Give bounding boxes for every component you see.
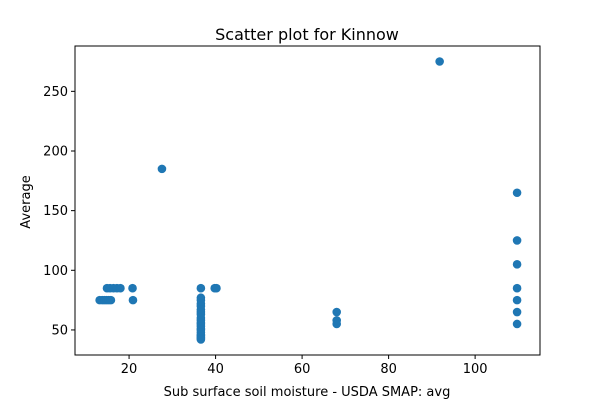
data-point [512,319,522,329]
plot-frame [74,45,541,356]
x-tick-label: 100 [463,362,488,377]
y-tick-label: 50 [51,323,68,338]
y-axis-label: Average [19,175,34,228]
data-point [512,307,522,317]
data-point [212,283,221,293]
y-tick-label: 200 [43,144,68,159]
x-tick-label: 80 [380,362,397,377]
data-point [128,283,137,293]
x-tick-label: 40 [207,362,224,377]
data-point [106,295,116,305]
data-point [435,57,444,66]
x-tick-label: 20 [121,362,138,377]
y-tick-label: 250 [43,85,68,100]
data-point [512,295,522,305]
data-point [512,188,522,198]
data-point [332,319,341,329]
data-point [116,283,125,293]
y-tick-label: 150 [43,204,68,219]
x-tick-label: 60 [294,362,311,377]
y-tick-label: 100 [43,264,68,279]
points-layer [95,57,522,344]
x-axis-label: Sub surface soil moisture - USDA SMAP: a… [164,385,451,400]
data-point [196,283,206,293]
data-point [128,295,138,305]
data-point [512,236,522,245]
data-point [332,307,341,317]
data-point [512,260,522,269]
data-point [157,164,167,174]
data-point [196,335,206,344]
chart-title: Scatter plot for Kinnow [215,25,399,44]
ticks-layer: 20 40 60 80 100 50 100 150 200 250 [43,85,487,377]
data-point [512,283,522,293]
